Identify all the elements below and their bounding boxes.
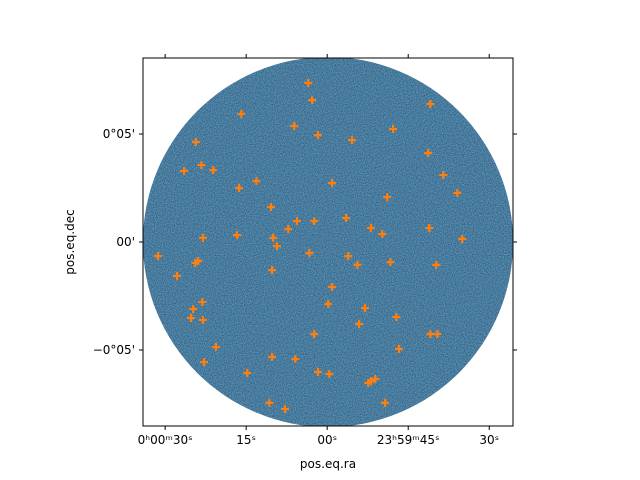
marker — [198, 233, 207, 242]
marker — [252, 177, 261, 186]
marker — [378, 230, 387, 239]
marker — [383, 193, 392, 202]
y-tick-label: 00' — [116, 235, 135, 249]
marker — [426, 100, 435, 108]
marker — [187, 314, 196, 323]
marker — [180, 166, 189, 175]
marker — [371, 374, 380, 383]
marker — [353, 260, 362, 269]
marker — [314, 131, 323, 140]
x-tick-label: 15ˢ — [236, 433, 256, 447]
marker — [232, 231, 241, 240]
marker — [200, 358, 209, 367]
marker — [392, 312, 401, 321]
marker — [305, 249, 314, 258]
marker — [209, 166, 218, 175]
x-tick-label: 00ˢ — [317, 433, 337, 447]
marker — [348, 136, 357, 145]
marker — [235, 184, 244, 193]
image-tint — [143, 58, 513, 426]
marker — [189, 304, 198, 313]
x-tick-label: 30ˢ — [479, 433, 499, 447]
marker — [268, 352, 277, 361]
marker — [173, 271, 182, 280]
marker — [395, 344, 404, 353]
image — [143, 58, 513, 426]
marker — [386, 258, 395, 267]
marker — [154, 252, 163, 261]
marker — [265, 398, 274, 407]
marker — [355, 320, 364, 329]
marker — [325, 369, 334, 378]
marker — [380, 398, 389, 407]
marker — [324, 299, 333, 308]
marker — [237, 109, 246, 118]
image-noise — [143, 58, 513, 426]
marker — [243, 368, 252, 377]
y-tick-label: 0°05' — [103, 127, 135, 141]
marker — [361, 304, 369, 313]
marker — [284, 225, 293, 234]
marker — [389, 125, 398, 134]
marker — [314, 368, 323, 377]
y-tick-label: −0°05' — [93, 343, 135, 357]
marker — [291, 355, 300, 364]
marker — [292, 217, 301, 226]
marker — [198, 315, 207, 324]
y-axis-label: pos.eq.dec — [63, 209, 77, 274]
marker — [268, 266, 277, 275]
x-axis-label: pos.eq.ra — [300, 457, 356, 471]
marker — [458, 234, 467, 243]
marker — [191, 138, 200, 147]
marker — [198, 298, 207, 307]
marker — [304, 79, 313, 88]
marker — [197, 161, 206, 170]
marker — [432, 260, 441, 269]
marker — [272, 242, 281, 251]
marker — [366, 223, 375, 232]
marker — [439, 171, 448, 180]
marker — [310, 330, 319, 338]
marker — [267, 203, 276, 212]
marker — [281, 404, 290, 413]
marker — [328, 179, 337, 188]
marker — [424, 149, 433, 158]
x-tick-label: 0ʰ00ᵐ30ˢ — [138, 433, 193, 447]
marker — [308, 96, 317, 105]
marker — [191, 258, 200, 267]
marker — [328, 282, 337, 291]
marker — [425, 223, 434, 232]
marker — [433, 330, 442, 338]
marker — [310, 217, 319, 226]
marker — [453, 188, 462, 197]
marks — [154, 79, 467, 413]
marker — [290, 122, 299, 131]
marker — [342, 214, 351, 223]
x-tick-label: 23ʰ59ᵐ45ˢ — [377, 433, 440, 447]
marker — [211, 342, 220, 351]
marker — [426, 330, 435, 338]
marker — [269, 233, 278, 242]
marker — [344, 252, 353, 261]
marker — [364, 379, 373, 388]
